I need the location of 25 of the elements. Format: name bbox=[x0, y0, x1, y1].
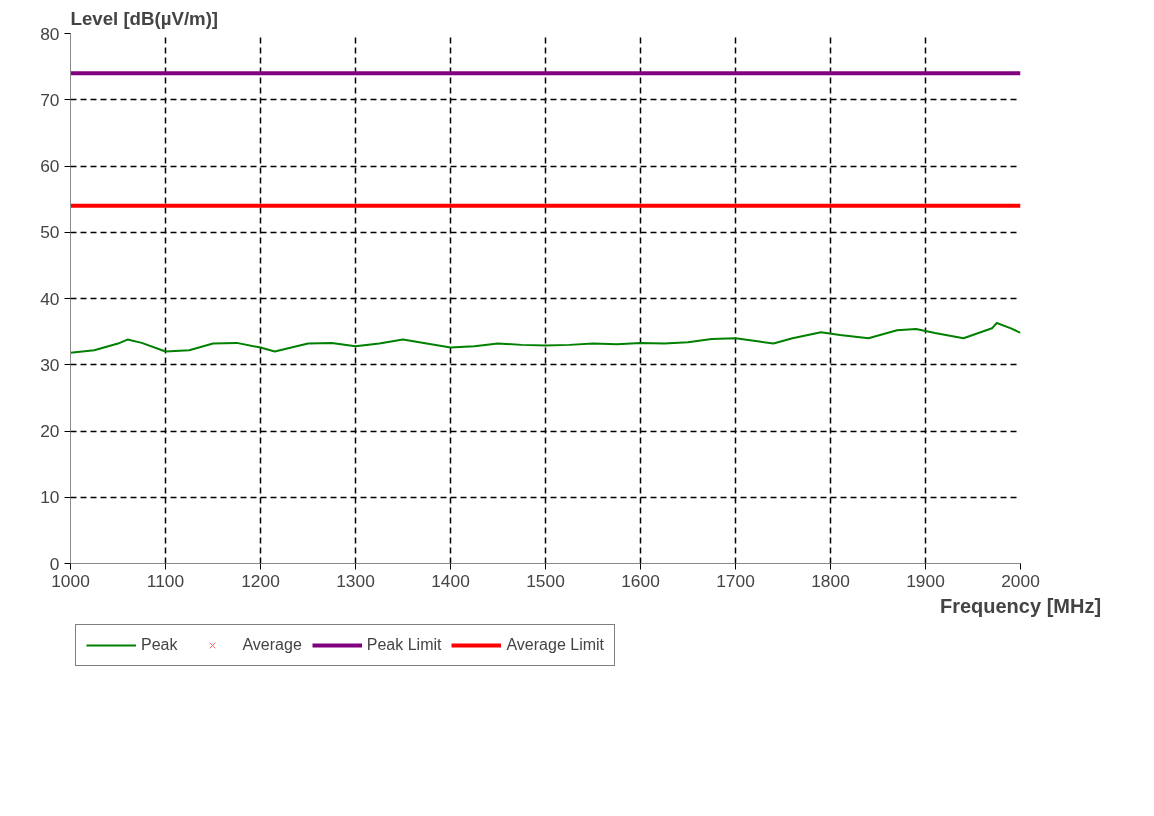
y-tick-label: 10 bbox=[40, 487, 60, 508]
y-tick-label: 30 bbox=[40, 354, 60, 375]
y-tick-label: 60 bbox=[40, 156, 60, 176]
x-axis-title: Frequency [MHz] bbox=[939, 594, 1102, 617]
y-tick-label: 80 bbox=[40, 23, 60, 44]
x-tick-label: 1600 bbox=[621, 570, 660, 591]
y-tick-label: 70 bbox=[40, 89, 60, 110]
legend-label: Average Limit bbox=[506, 636, 605, 654]
x-tick-label: 1800 bbox=[811, 570, 850, 591]
legend-label: Average bbox=[242, 636, 302, 654]
y-tick-label: 40 bbox=[40, 288, 60, 309]
x-tick-label: 1200 bbox=[241, 570, 280, 591]
x-tick-label: 1300 bbox=[336, 570, 375, 591]
x-tick-label: 2000 bbox=[1001, 570, 1040, 591]
x-tick-label: 1700 bbox=[716, 570, 755, 591]
x-tick-label: 1900 bbox=[906, 570, 945, 591]
x-tick-label: 1400 bbox=[431, 570, 470, 591]
y-axis-title: Level [dB(µV/m)] bbox=[70, 7, 219, 29]
y-tick-label: 20 bbox=[40, 421, 60, 441]
x-tick-label: 1500 bbox=[526, 570, 565, 591]
x-tick-label: 1100 bbox=[146, 570, 185, 591]
legend-label: Peak Limit bbox=[366, 636, 442, 654]
legend-label: Peak bbox=[141, 636, 178, 654]
line-series bbox=[70, 322, 1021, 354]
y-tick-label: 50 bbox=[40, 222, 60, 243]
